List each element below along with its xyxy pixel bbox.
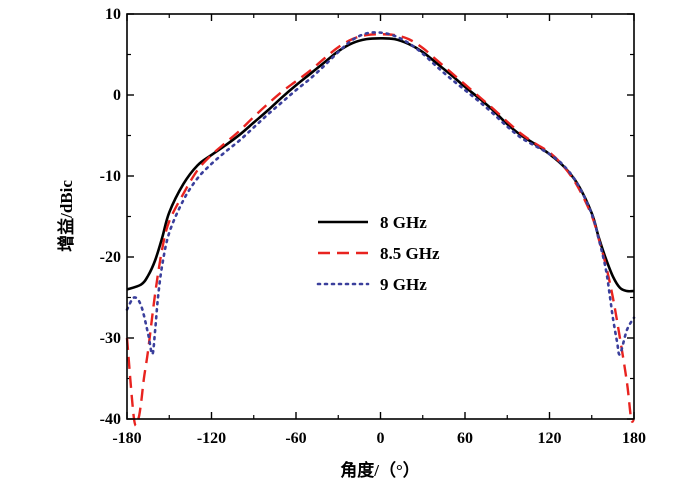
x-tick-label: 120 bbox=[538, 430, 562, 447]
legend-label-0: 8 GHz bbox=[380, 213, 427, 232]
x-axis-title: 角度/（°） bbox=[340, 460, 420, 480]
series-line-2 bbox=[125, 31, 636, 356]
plot-frame bbox=[126, 13, 635, 420]
x-tick-label: -120 bbox=[197, 430, 226, 447]
x-tick-label: -60 bbox=[285, 430, 306, 447]
x-tick-label: 180 bbox=[622, 430, 646, 447]
legend-label-1: 8.5 GHz bbox=[380, 244, 440, 263]
y-tick-label: 10 bbox=[105, 6, 121, 23]
legend-label-2: 9 GHz bbox=[380, 275, 427, 294]
y-tick-label: -30 bbox=[100, 330, 121, 347]
x-tick-labels: -180 -120 -60 0 60 120 180 bbox=[112, 430, 646, 447]
series-line-1 bbox=[125, 33, 636, 427]
legend: 8 GHz 8.5 GHz 9 GHz bbox=[316, 213, 440, 294]
x-tick-label: 60 bbox=[457, 430, 473, 447]
series-lines bbox=[125, 31, 636, 427]
x-tick-label: -180 bbox=[112, 430, 141, 447]
y-tick-label: 0 bbox=[113, 87, 121, 104]
y-tick-label: -10 bbox=[100, 168, 121, 185]
x-tick-label: 0 bbox=[377, 430, 385, 447]
y-tick-label: -20 bbox=[100, 249, 121, 266]
y-axis-title: 增益/dBic bbox=[56, 180, 76, 252]
y-tick-labels: 10 0 -10 -20 -30 -40 bbox=[100, 6, 121, 428]
y-tick-label: -40 bbox=[100, 411, 121, 428]
